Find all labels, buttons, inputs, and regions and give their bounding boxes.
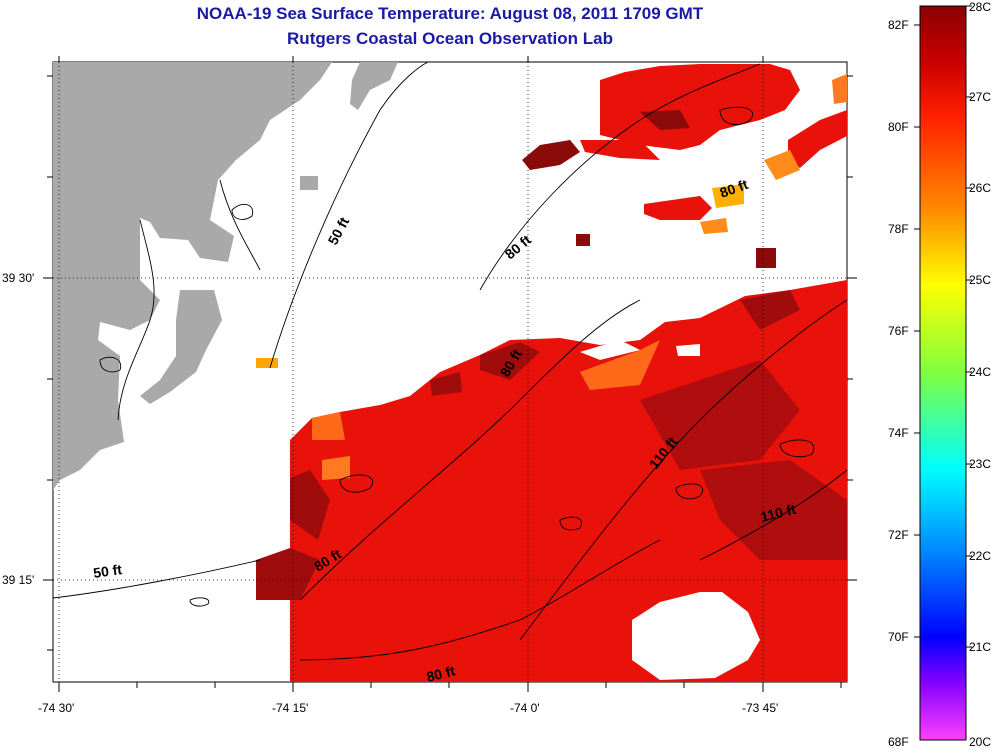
sst-warm-patch	[640, 110, 690, 130]
cb-f-label: 78F	[888, 222, 909, 236]
sst-warm-patch	[522, 140, 580, 170]
contour-island	[339, 474, 373, 493]
sst-warm-patch	[640, 360, 800, 470]
contour-island	[779, 439, 815, 458]
contour-80ft	[299, 299, 641, 601]
contour-110ft	[699, 469, 847, 561]
cb-f-label: 68F	[888, 735, 909, 749]
cb-f-label: 70F	[888, 630, 909, 644]
no-data-hole	[580, 340, 640, 360]
contour-80ft	[299, 539, 661, 661]
contour-island	[99, 356, 122, 373]
sst-north-field	[580, 140, 660, 160]
sst-cool-patch	[256, 358, 278, 368]
contour-island	[189, 597, 210, 607]
contour-label: 50 ft	[92, 561, 123, 581]
lat-label: 39 15'	[2, 573, 34, 587]
sst-warm-patch	[576, 234, 590, 246]
contour-island	[719, 106, 753, 126]
cb-c-label: 21C	[969, 640, 991, 654]
sst-cool-patch	[764, 150, 800, 180]
sst-warm-patch	[430, 372, 462, 396]
lon-label: -74 30'	[38, 701, 74, 715]
lon-label: -73 45'	[742, 701, 778, 715]
cb-f-label: 80F	[888, 120, 909, 134]
sst-cool-patch	[700, 218, 728, 234]
cb-c-label: 22C	[969, 549, 991, 563]
land	[300, 176, 318, 190]
title-line1: NOAA-19 Sea Surface Temperature: August …	[196, 4, 704, 23]
no-data-hole	[632, 592, 760, 680]
cb-f-label: 76F	[888, 324, 909, 338]
sst-cool-patch	[312, 412, 345, 440]
sst-cool-patch	[322, 456, 350, 480]
contour-coast	[219, 179, 261, 271]
colorbar-ticks	[914, 5, 972, 648]
lon-label: -74 15'	[272, 701, 308, 715]
cb-c-label: 25C	[969, 273, 991, 287]
sst-north-field	[600, 64, 800, 150]
cb-c-label: 26C	[969, 181, 991, 195]
sst-warm-patch	[480, 342, 540, 380]
sst-warm-patch	[740, 290, 800, 330]
title-line2: Rutgers Coastal Ocean Observation Lab	[287, 29, 613, 48]
contour-50ft	[53, 559, 261, 599]
cb-f-label: 82F	[888, 18, 909, 32]
contour-island	[675, 483, 703, 500]
lat-label: 39 30'	[2, 271, 34, 285]
sst-north-field	[788, 110, 847, 168]
sst-cool-patch	[832, 74, 847, 104]
contour-80ft	[479, 63, 761, 291]
cb-c-label: 28C	[969, 0, 991, 14]
no-data-hole	[676, 344, 700, 356]
contour-island	[559, 516, 582, 531]
contour-island	[231, 203, 254, 220]
land	[140, 290, 222, 404]
sst-warm-patch	[700, 460, 847, 560]
map-content: 50 ft 50 ft 80 ft 80 ft 80 ft 80 ft 80 f…	[53, 62, 847, 685]
contour-110ft	[519, 299, 847, 641]
graticule	[53, 62, 847, 682]
contours	[53, 62, 847, 661]
contour-coast	[117, 219, 155, 421]
cb-f-label: 72F	[888, 528, 909, 542]
cb-f-label: 74F	[888, 426, 909, 440]
contour-label: 80 ft	[425, 662, 457, 685]
lon-label: -74 0'	[510, 701, 540, 715]
sst-warm-patch	[756, 248, 776, 268]
land	[53, 62, 332, 490]
sst-warm-patch	[256, 548, 320, 600]
cb-c-label: 23C	[969, 457, 991, 471]
axis-ticks	[43, 56, 857, 692]
sst-warm-patch	[290, 470, 330, 540]
land	[350, 62, 398, 110]
sst-cool-patch	[580, 340, 660, 390]
sst-north-field	[644, 196, 712, 220]
cb-c-label: 24C	[969, 365, 991, 379]
cb-c-label: 27C	[969, 90, 991, 104]
cb-c-label: 20C	[969, 735, 991, 749]
contour-50ft	[269, 62, 429, 369]
colorbar	[919, 5, 967, 741]
sst-cool-patch	[712, 184, 744, 208]
